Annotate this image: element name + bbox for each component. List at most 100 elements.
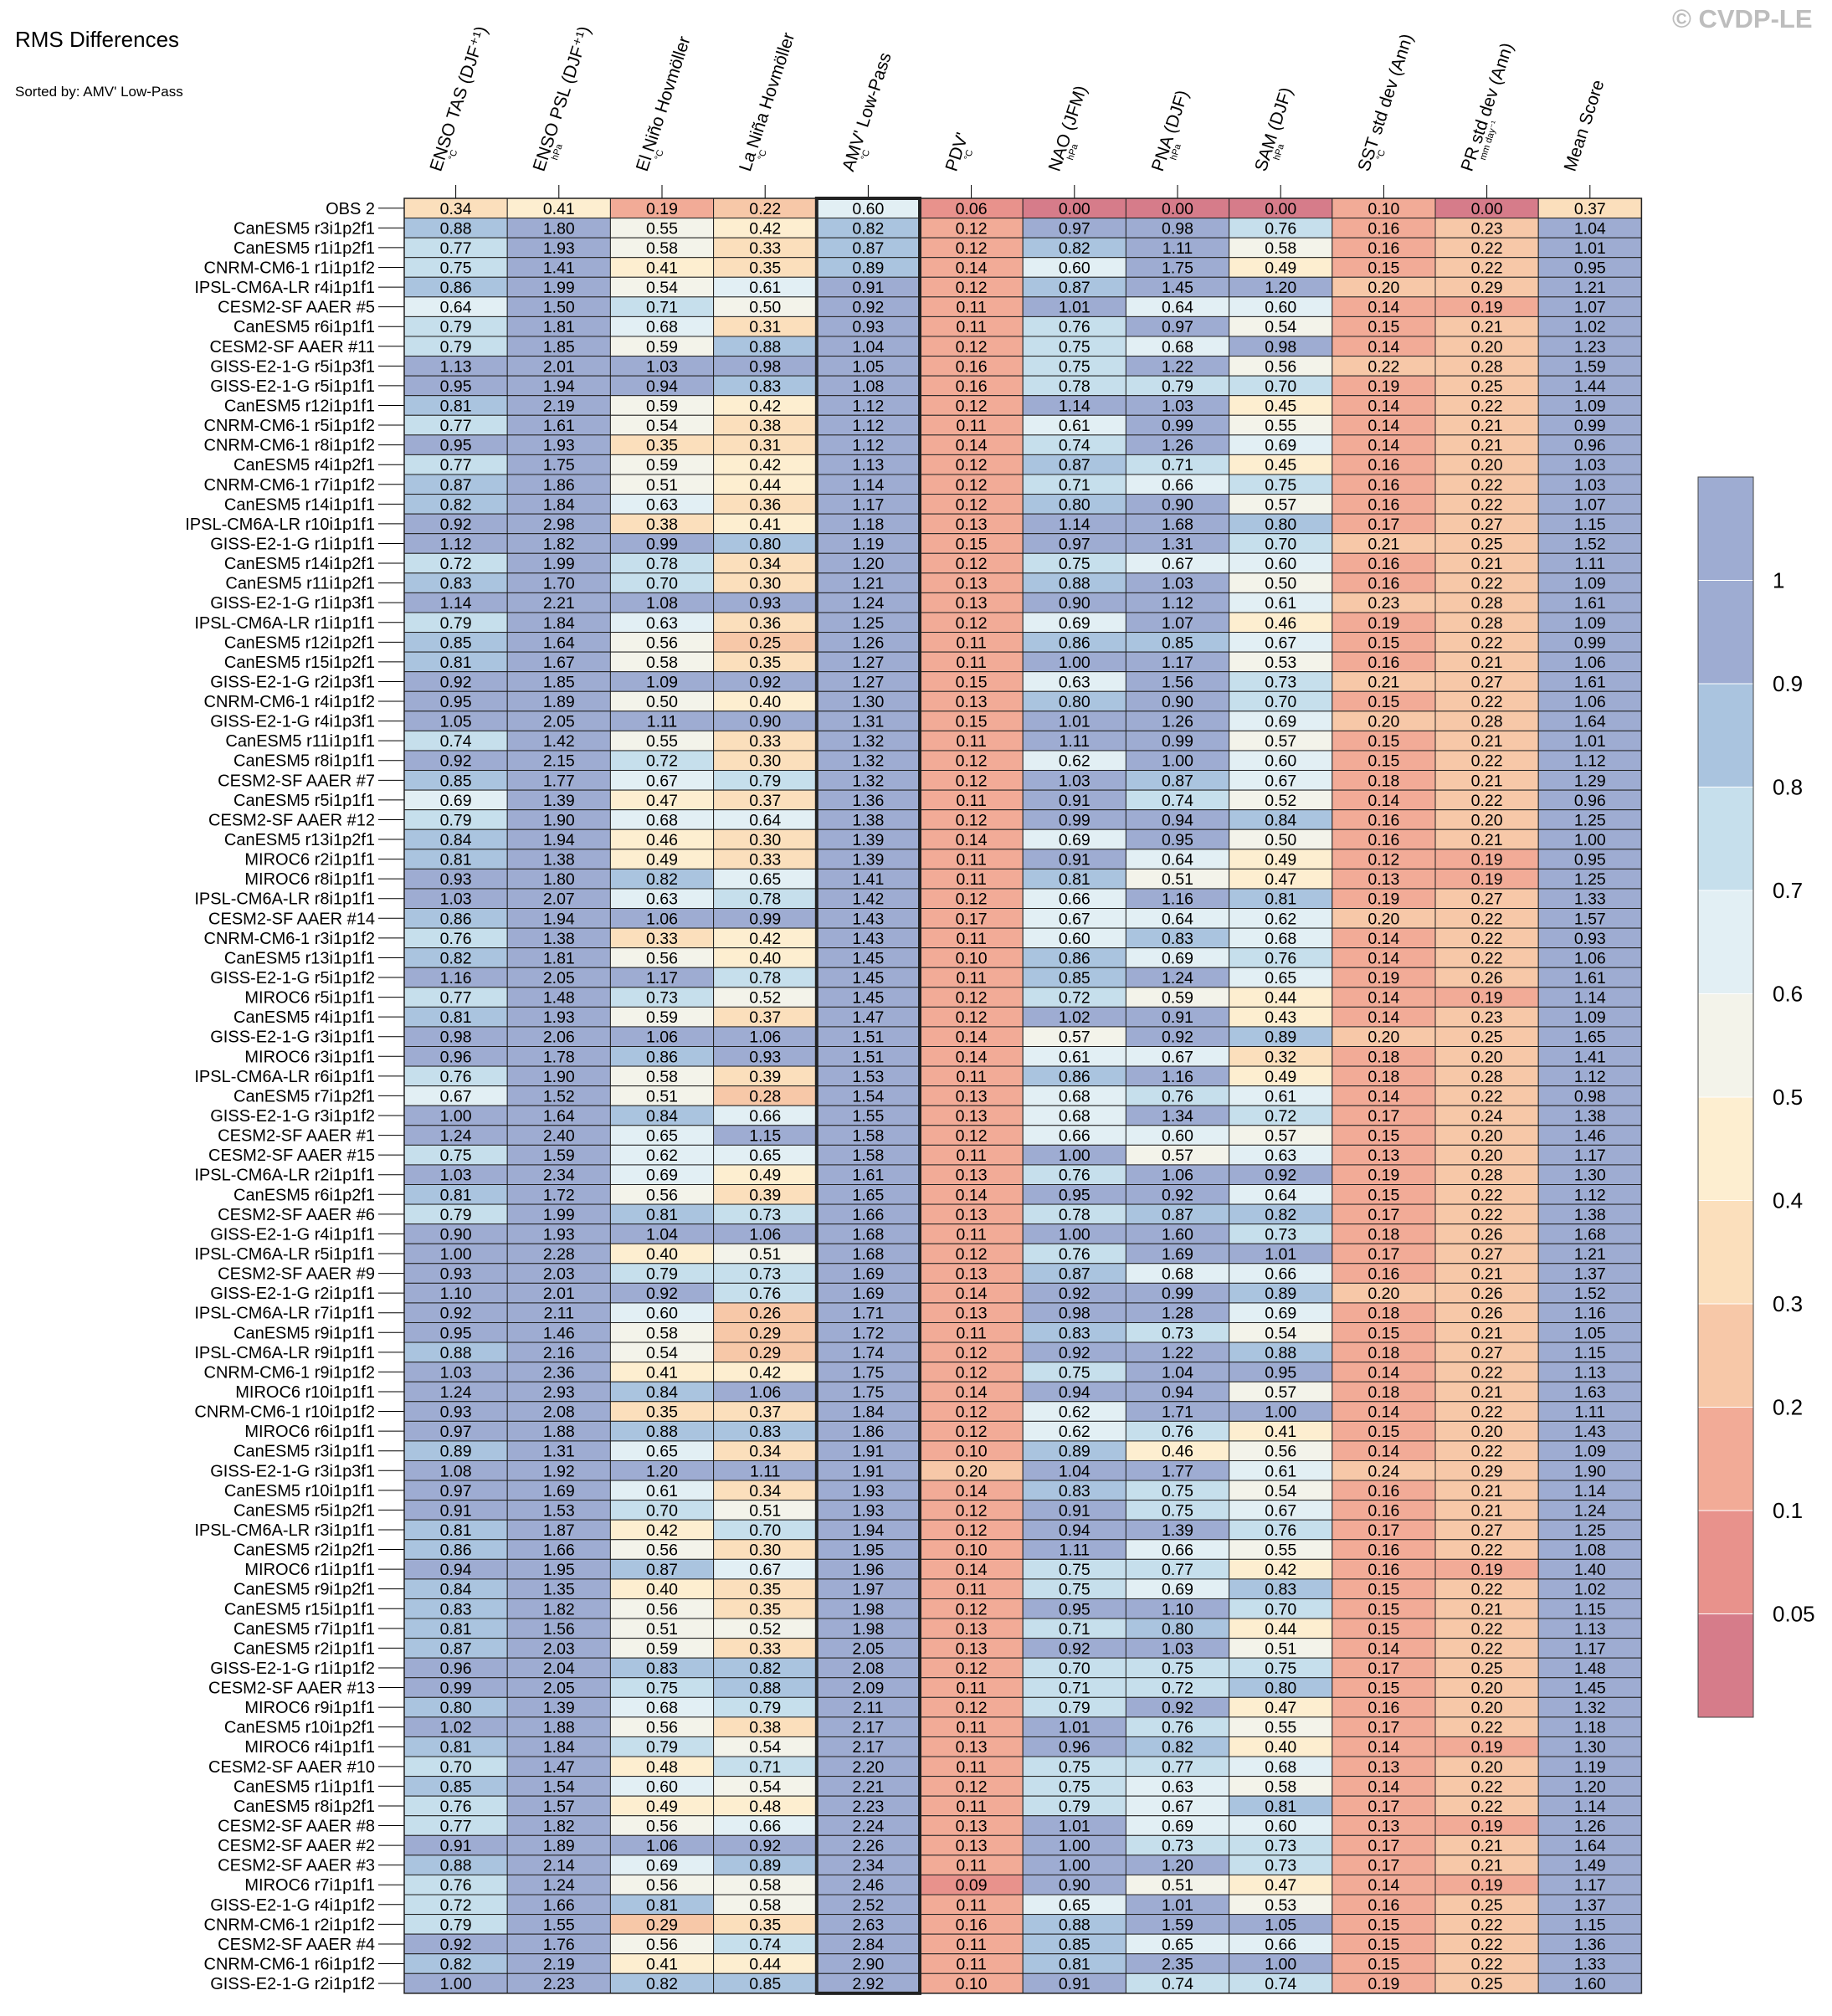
cell-value: 0.76 <box>1162 1423 1193 1441</box>
cell-value: 0.14 <box>1368 1777 1399 1796</box>
cell-value: 2.01 <box>543 357 575 376</box>
cell-value: 1.39 <box>1162 1521 1193 1540</box>
cell-value: 0.82 <box>1265 1206 1296 1224</box>
cell-value: 0.55 <box>1265 417 1296 435</box>
cell-value: 1.69 <box>852 1265 884 1284</box>
cell-value: 0.20 <box>1471 1699 1503 1717</box>
cell-value: 0.21 <box>1368 673 1399 691</box>
cell-value: 0.60 <box>1162 1127 1193 1146</box>
cell-value: 1.00 <box>1059 1147 1090 1165</box>
cell-value: 1.00 <box>440 1245 472 1264</box>
cell-value: 1.09 <box>1574 397 1606 415</box>
cell-value: 0.66 <box>1059 1127 1090 1146</box>
cell-value: 0.95 <box>1162 831 1193 849</box>
cell-value: 0.57 <box>1265 1127 1296 1146</box>
cell-value: 0.13 <box>956 1265 988 1284</box>
cell-value: 0.83 <box>440 1600 472 1618</box>
cell-value: 1.93 <box>852 1482 884 1500</box>
cell-value: 0.11 <box>956 1147 987 1165</box>
cell-value: 1.09 <box>1574 575 1606 593</box>
cell-value: 0.20 <box>956 1462 988 1480</box>
cell-value: 1.49 <box>1574 1857 1606 1875</box>
cell-value: 2.01 <box>543 1285 575 1303</box>
cell-value: 1.12 <box>852 417 884 435</box>
cell-value: 0.83 <box>1059 1324 1090 1342</box>
cell-value: 0.75 <box>1059 1561 1090 1579</box>
cell-value: 1.45 <box>852 969 884 987</box>
cell-value: 0.98 <box>1162 219 1193 238</box>
cell-value: 0.57 <box>1059 1029 1090 1047</box>
cell-value: 0.12 <box>956 1659 988 1678</box>
cell-value: 1.11 <box>647 713 678 731</box>
cell-value: 0.90 <box>1059 1876 1090 1895</box>
cell-value: 0.69 <box>1162 1581 1193 1599</box>
cell-value: 1.08 <box>852 377 884 396</box>
cell-value: 0.78 <box>1059 377 1090 396</box>
cell-value: 0.92 <box>1162 1699 1193 1717</box>
row-label: IPSL-CM6A-LR r7i1p1f1 <box>194 1305 375 1323</box>
cell-value: 0.20 <box>1471 1680 1503 1698</box>
cell-value: 0.28 <box>1471 594 1503 613</box>
cell-value: 1.45 <box>1162 279 1193 297</box>
cell-value: 0.92 <box>749 673 781 691</box>
cell-value: 2.09 <box>852 1680 884 1698</box>
cell-value: 0.86 <box>646 1048 678 1066</box>
row-label: CanESM5 r10i1p2f1 <box>224 1719 375 1737</box>
cell-value: 0.74 <box>1059 437 1090 455</box>
cell-value: 0.79 <box>646 1738 678 1757</box>
cell-value: 1.53 <box>852 1068 884 1086</box>
cell-value: 0.73 <box>1265 1225 1296 1244</box>
cell-value: 0.61 <box>1059 417 1090 435</box>
cell-value: 1.45 <box>852 989 884 1008</box>
cell-value: 0.35 <box>749 1581 781 1599</box>
cell-value: 0.13 <box>1368 1147 1399 1165</box>
cell-value: 0.81 <box>1265 890 1296 909</box>
cell-value: 2.26 <box>852 1837 884 1855</box>
cell-value: 0.22 <box>1471 476 1503 495</box>
cell-value: 0.38 <box>646 516 678 534</box>
cell-value: 1.41 <box>852 870 884 889</box>
cell-value: 1.65 <box>852 1186 884 1204</box>
cell-value: 1.78 <box>543 1048 575 1066</box>
cell-value: 0.97 <box>440 1482 472 1500</box>
cell-value: 1.99 <box>543 1206 575 1224</box>
cell-value: 0.37 <box>749 1403 781 1422</box>
cell-value: 1.09 <box>1574 1008 1606 1027</box>
cell-value: 0.23 <box>1368 594 1399 613</box>
cell-value: 0.14 <box>1368 417 1399 435</box>
cell-value: 0.71 <box>1059 476 1090 495</box>
column-header: SAM (DJF) <box>1251 85 1296 174</box>
cell-value: 0.93 <box>440 1265 472 1284</box>
cell-value: 0.75 <box>1265 1659 1296 1678</box>
cell-value: 0.69 <box>646 1857 678 1875</box>
cell-value: 0.87 <box>440 1639 472 1658</box>
cell-value: 0.56 <box>646 1600 678 1618</box>
cell-value: 0.87 <box>1059 1265 1090 1284</box>
cell-value: 0.22 <box>1368 357 1399 376</box>
cell-value: 0.51 <box>646 1620 678 1639</box>
cell-value: 0.16 <box>1368 456 1399 475</box>
cell-value: 0.98 <box>1574 1087 1606 1105</box>
cell-value: 0.15 <box>1368 1600 1399 1618</box>
cell-value: 0.61 <box>1265 1087 1296 1105</box>
cell-value: 0.12 <box>956 1423 988 1441</box>
cell-value: 0.88 <box>440 1344 472 1362</box>
cell-value: 0.82 <box>1162 1738 1193 1757</box>
cell-value: 2.19 <box>543 397 575 415</box>
cell-value: 0.87 <box>1162 1206 1193 1224</box>
cell-value: 1.25 <box>1574 1521 1606 1540</box>
cell-value: 0.13 <box>956 1305 988 1323</box>
cell-value: 1.77 <box>1162 1462 1193 1480</box>
cell-value: 1.05 <box>440 713 472 731</box>
cell-value: 1.87 <box>543 1521 575 1540</box>
cell-value: 1.67 <box>543 654 575 672</box>
cell-value: 1.91 <box>852 1462 884 1480</box>
colorbar-segment <box>1697 787 1754 891</box>
cell-value: 1.97 <box>852 1581 884 1599</box>
cell-value: 0.82 <box>646 1975 678 1993</box>
cell-value: 0.79 <box>1059 1798 1090 1816</box>
cell-value: 1.31 <box>1162 535 1193 553</box>
row-label: CanESM5 r6i1p2f1 <box>233 1186 375 1204</box>
cell-value: 1.82 <box>543 535 575 553</box>
cell-value: 0.66 <box>1265 1936 1296 1954</box>
